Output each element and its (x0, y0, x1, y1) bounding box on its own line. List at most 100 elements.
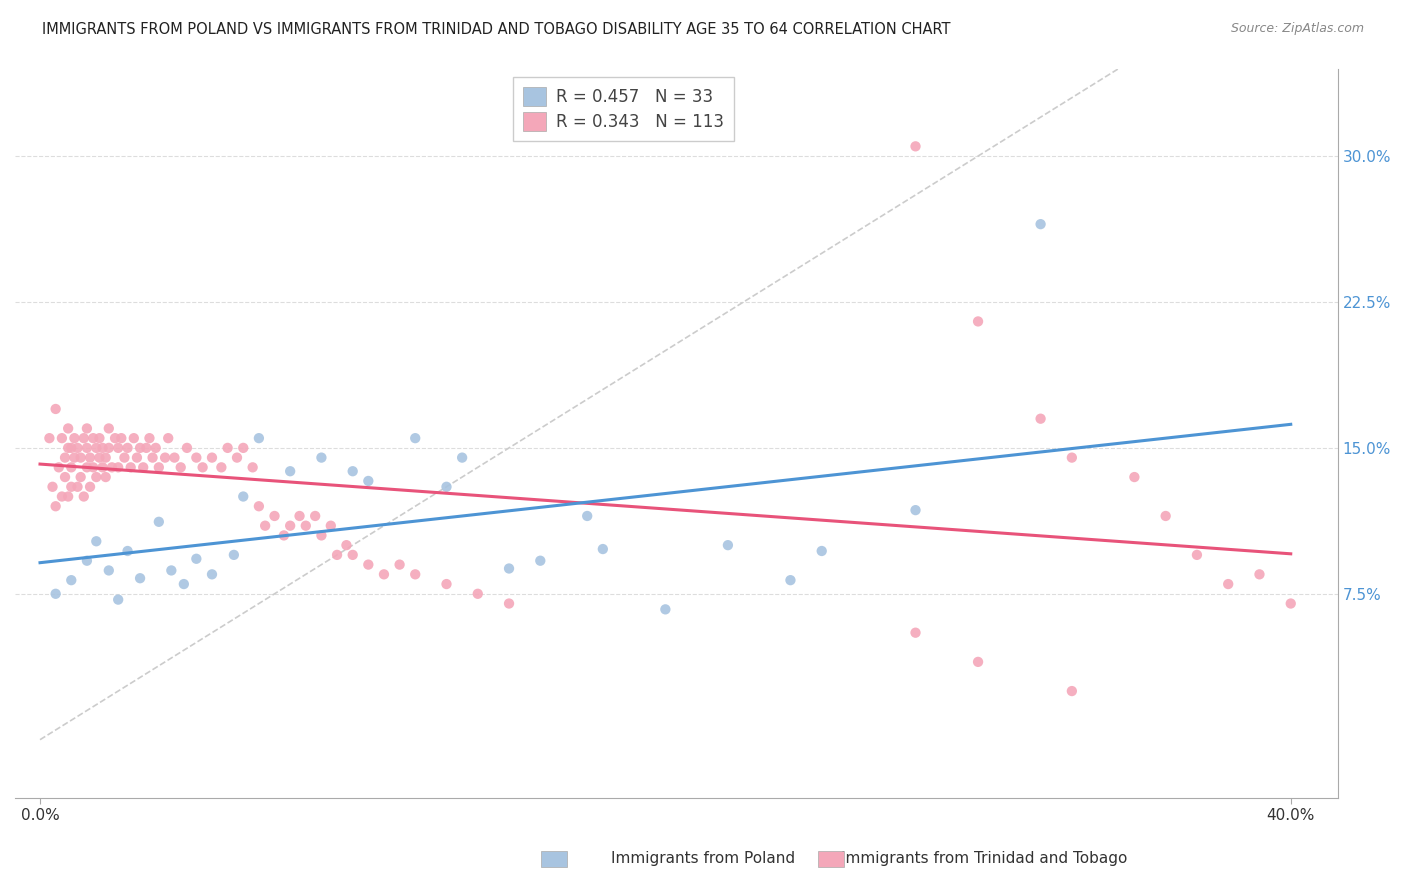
Point (91, 441, 114, 455)
Point (53, 450, 76, 465)
Point (335, 538, 357, 552)
Point (125, 450, 148, 465)
Legend: R = 0.457   N = 33, R = 0.343   N = 113: R = 0.457 N = 33, R = 0.343 N = 113 (513, 77, 734, 141)
Point (73, 490, 96, 504)
Point (357, 474, 380, 488)
Point (967, 314, 990, 328)
Point (56, 441, 79, 455)
Point (247, 500, 270, 514)
Point (97, 441, 120, 455)
Point (145, 441, 167, 455)
Point (132, 460, 155, 475)
Point (110, 431, 132, 445)
Point (138, 431, 160, 445)
Point (129, 571, 152, 585)
Point (117, 544, 139, 558)
Point (76, 441, 98, 455)
Point (122, 431, 145, 445)
Point (304, 508, 326, 523)
Point (60, 573, 83, 587)
Text: Immigrants from Poland: Immigrants from Poland (612, 851, 794, 865)
Point (1123, 470, 1146, 484)
Point (89, 450, 111, 465)
Point (176, 441, 198, 455)
Point (1218, 577, 1240, 591)
Point (294, 518, 316, 533)
Point (76, 460, 98, 475)
Point (654, 602, 676, 616)
Point (1249, 567, 1271, 582)
Point (84, 470, 107, 484)
Point (263, 508, 285, 523)
Point (1029, 217, 1052, 231)
Point (60, 441, 83, 455)
Point (201, 450, 224, 465)
Point (94, 470, 117, 484)
Point (779, 573, 801, 587)
Point (1154, 508, 1177, 523)
Point (73, 431, 96, 445)
Point (342, 548, 364, 562)
Point (38, 431, 60, 445)
Point (311, 450, 333, 465)
Point (373, 567, 395, 582)
Point (45, 500, 67, 514)
Point (82, 431, 104, 445)
Point (1060, 684, 1083, 698)
Point (63, 450, 86, 465)
Point (94, 450, 117, 465)
Point (217, 441, 239, 455)
Point (904, 503, 927, 517)
Point (97, 564, 120, 578)
Point (342, 464, 364, 478)
Point (60, 480, 83, 494)
Point (436, 480, 458, 494)
Point (56, 421, 79, 435)
Point (114, 450, 136, 465)
Point (242, 460, 264, 475)
Point (186, 551, 208, 566)
Point (904, 625, 927, 640)
Point (66, 480, 89, 494)
Point (79, 450, 101, 465)
Point (91, 460, 114, 475)
Point (254, 518, 277, 533)
Point (117, 441, 139, 455)
Point (173, 577, 195, 591)
Point (186, 450, 208, 465)
Point (1185, 548, 1208, 562)
Point (56, 490, 79, 504)
Point (97, 421, 120, 435)
Point (79, 480, 101, 494)
Point (592, 542, 614, 557)
Point (82, 460, 104, 475)
Point (388, 558, 411, 572)
Point (51, 431, 73, 445)
Point (89, 431, 111, 445)
Point (1060, 450, 1083, 465)
Point (191, 460, 214, 475)
Point (222, 548, 245, 562)
Point (163, 450, 186, 465)
Point (278, 464, 301, 478)
Point (63, 431, 86, 445)
Point (967, 655, 990, 669)
Point (142, 450, 165, 465)
Point (69, 470, 91, 484)
Point (451, 450, 474, 465)
Point (232, 441, 254, 455)
Point (129, 441, 152, 455)
Point (1279, 597, 1302, 611)
Point (45, 401, 67, 416)
Point (232, 490, 254, 504)
Point (273, 528, 295, 542)
Point (69, 450, 91, 465)
Point (76, 421, 98, 435)
Point (51, 490, 73, 504)
Point (247, 431, 270, 445)
Point (76, 554, 98, 568)
Point (357, 558, 380, 572)
Point (904, 139, 927, 153)
Point (810, 544, 832, 558)
Text: Source: ZipAtlas.com: Source: ZipAtlas.com (1230, 22, 1364, 36)
